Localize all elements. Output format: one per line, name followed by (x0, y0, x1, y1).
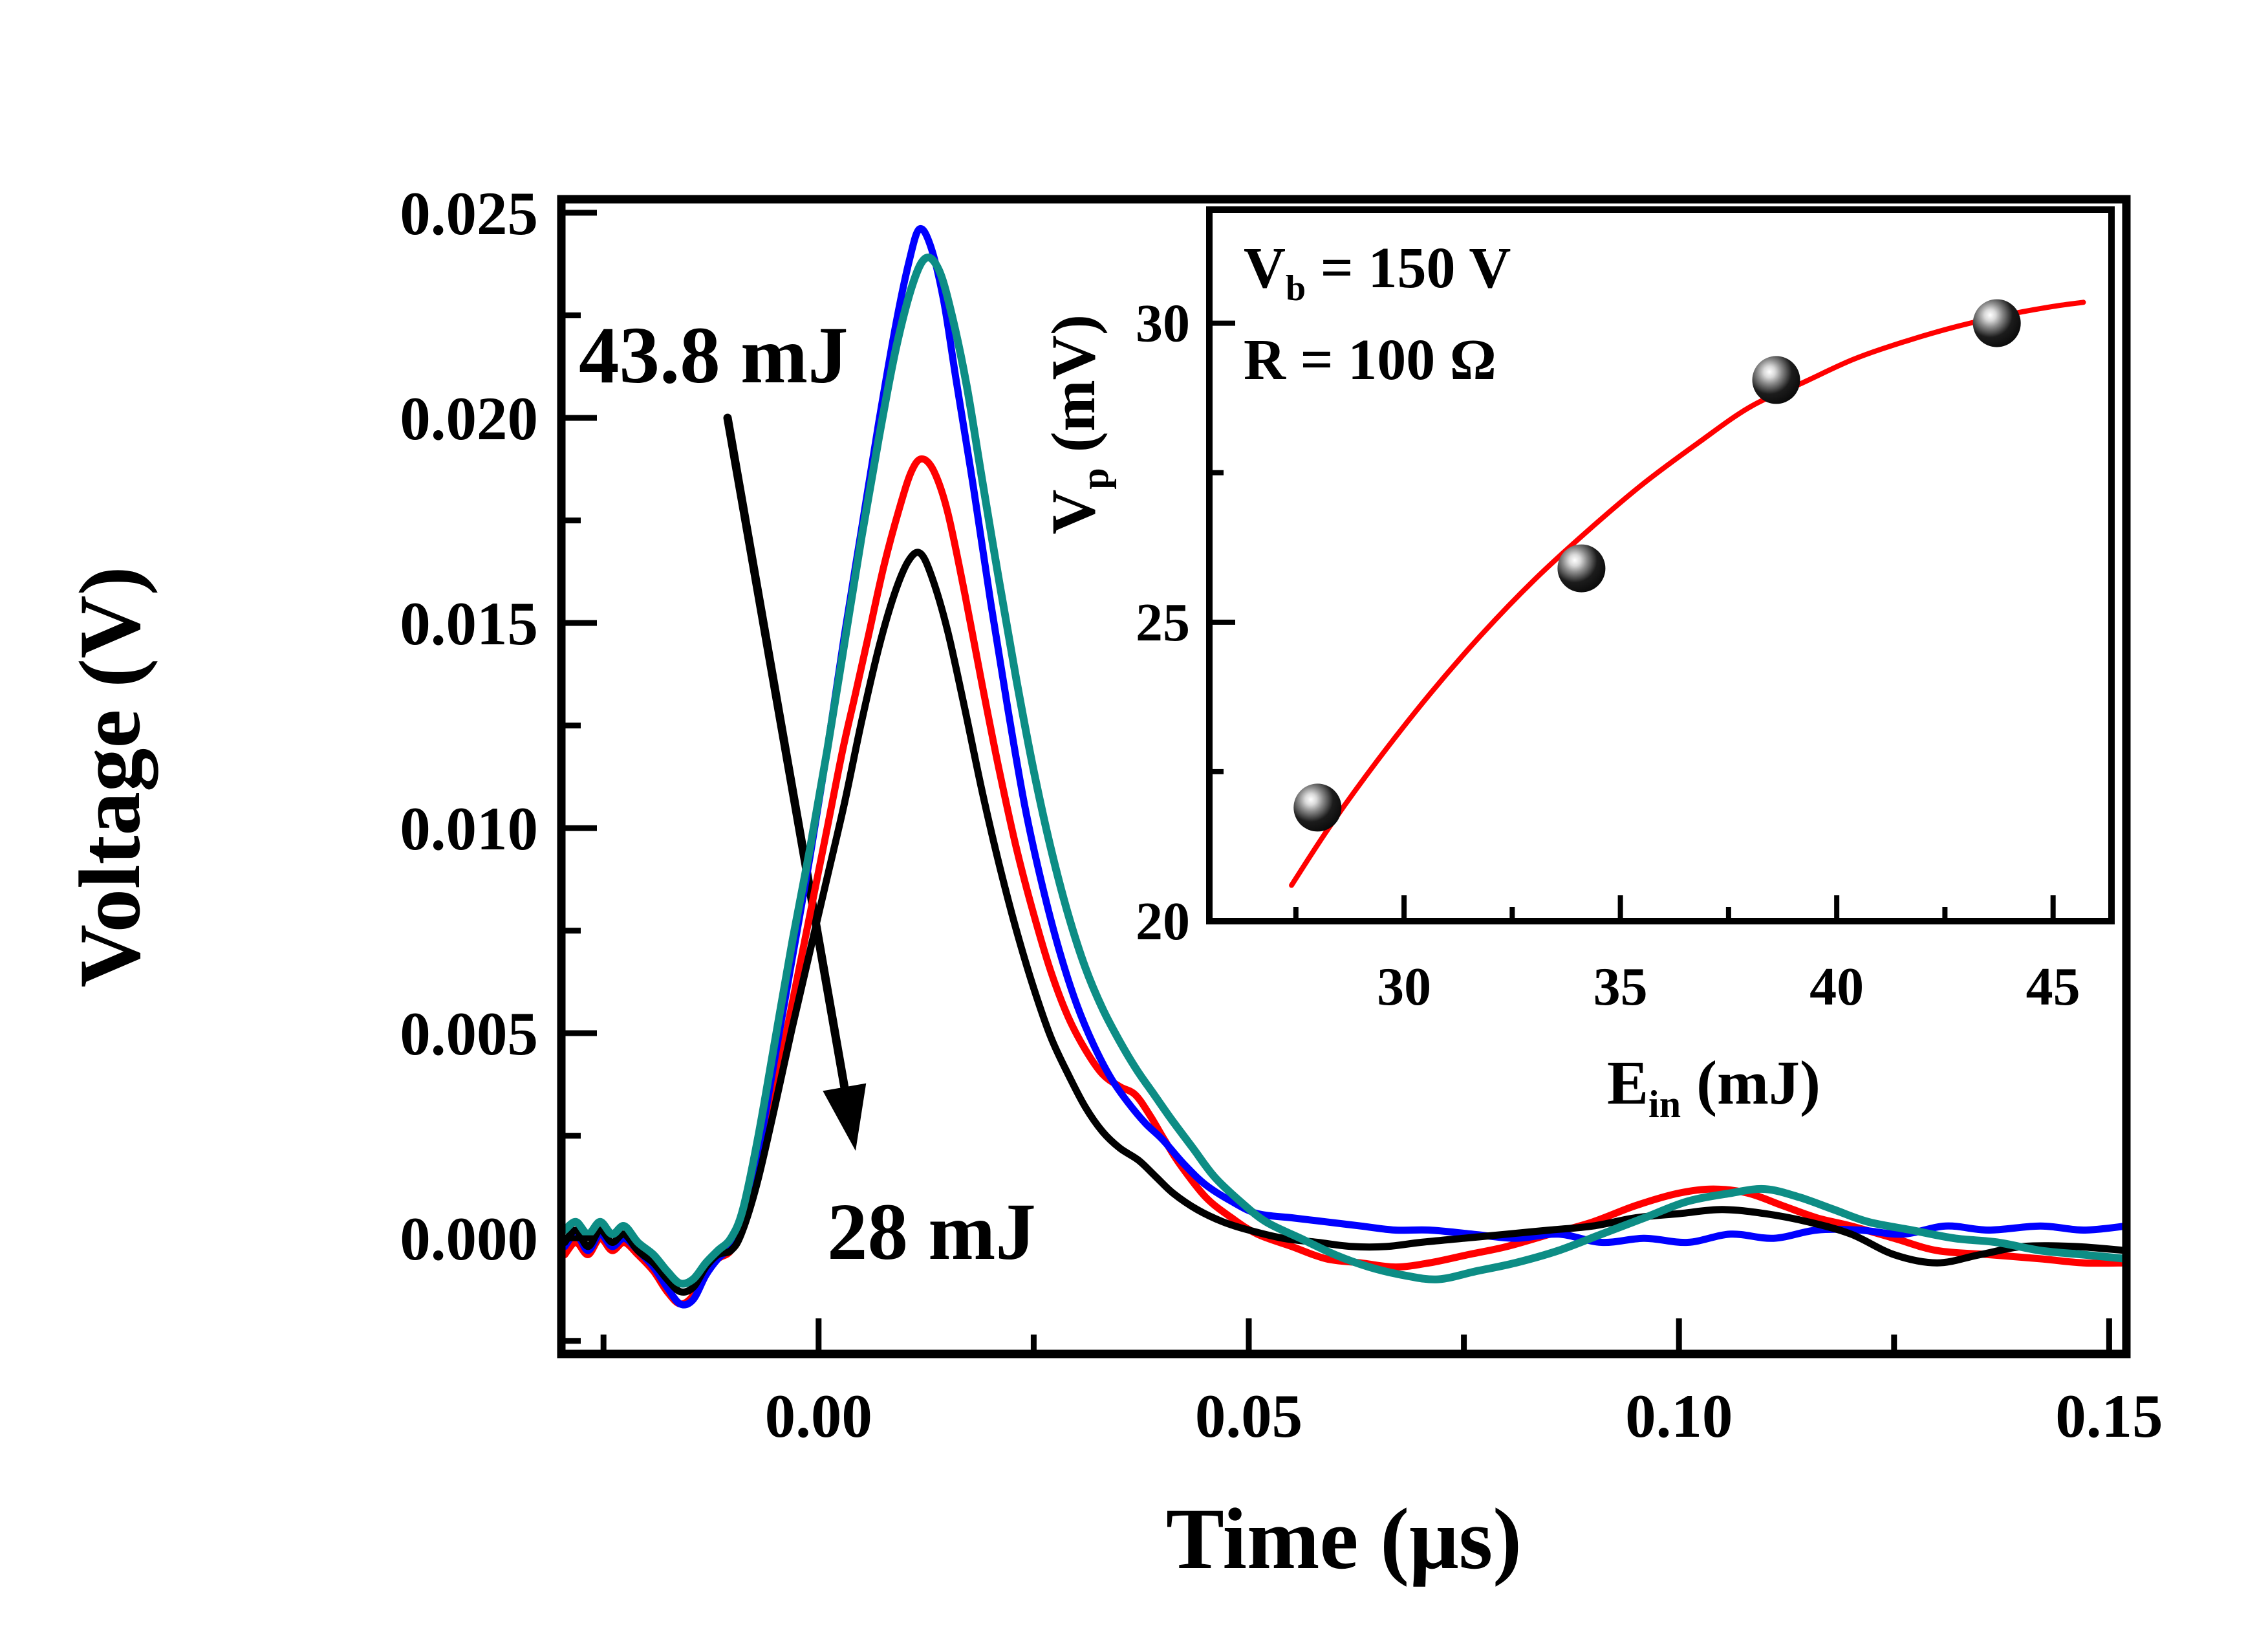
annotation-28mJ: 28 mJ (827, 1188, 1036, 1277)
main-x-tick-label: 0.00 (765, 1382, 872, 1450)
inset-y-tick-label: 20 (1136, 891, 1190, 952)
main-x-tick-label: 0.10 (1625, 1382, 1733, 1450)
inset-fit-line (1289, 300, 2086, 888)
inset-plot-frame (1206, 206, 2115, 924)
main-y-tick-label: 0.010 (400, 794, 538, 863)
main-y-tick-label: 0.000 (400, 1205, 538, 1273)
inset-sphere-point (1293, 783, 1342, 832)
main-y-tick-label: 0.025 (400, 179, 538, 248)
inset-x-tick-label: 35 (1593, 957, 1648, 1017)
inset-y-tick-label: 25 (1136, 593, 1190, 653)
main-tick-labels: 0.00 0.05 0.10 0.15 0.000 0.005 0.010 0.015 0.02… (400, 179, 2163, 1450)
inset-annotation-r: R = 100 Ω (1244, 328, 1496, 392)
main-y-tick-label: 0.015 (400, 589, 538, 658)
chart-canvas: 0.00 0.05 0.10 0.15 0.000 0.005 0.010 0.015 0.02… (62, 179, 2163, 1587)
main-x-axis-label: Time (μs) (1166, 1491, 1522, 1587)
main-plot-frame (557, 195, 2131, 1358)
main-annotation-arrow (723, 413, 867, 1151)
main-chart: 0.00 0.05 0.10 0.15 0.000 0.005 0.010 0.015 0.02… (62, 179, 2163, 1587)
inset-sphere-point (1972, 299, 2021, 347)
inset-x-axis-label: Ein (mJ) (1607, 1048, 1820, 1126)
inset-x-tick-label: 30 (1377, 957, 1431, 1017)
main-y-tick-label: 0.020 (400, 384, 538, 453)
voltage-vs-time-figure: 0.00 0.05 0.10 0.15 0.000 0.005 0.010 0.015 0.02… (26, 10, 2268, 1615)
inset-chart: 30 35 40 45 20 25 30 Ein (mJ) Vp (mV) Vb = 150 V R… (1039, 206, 2115, 1126)
annotation-43.8mJ: 43.8 mJ (579, 311, 848, 400)
annotation-arrow-shaft (723, 413, 849, 1091)
inset-background (1209, 210, 2111, 921)
annotation-arrow-head (823, 1083, 867, 1151)
inset-annotation-vb: Vb = 150 V (1244, 236, 1511, 309)
main-series (561, 225, 2126, 1309)
inset-sphere-point (1752, 356, 1800, 404)
main-x-tick-label: 0.05 (1195, 1382, 1302, 1450)
inset-y-tick-label: 30 (1136, 294, 1190, 354)
main-ticks (561, 210, 2112, 1354)
inset-y-axis-label: Vp (mV) (1039, 314, 1116, 534)
series-teal-trace-43.8mJ (561, 254, 2126, 1288)
inset-ticks (1209, 320, 2056, 924)
inset-x-tick-label: 45 (2026, 957, 2080, 1017)
inset-x-tick-label: 40 (1809, 957, 1864, 1017)
main-y-axis-label: Voltage (V) (62, 566, 158, 987)
main-x-tick-label: 0.15 (2055, 1382, 2163, 1450)
main-y-tick-label: 0.005 (400, 999, 538, 1068)
inset-sphere-point (1557, 544, 1606, 593)
inset-tick-labels: 30 35 40 45 20 25 30 (1136, 294, 2080, 1017)
inset-data-points (1293, 299, 2021, 832)
